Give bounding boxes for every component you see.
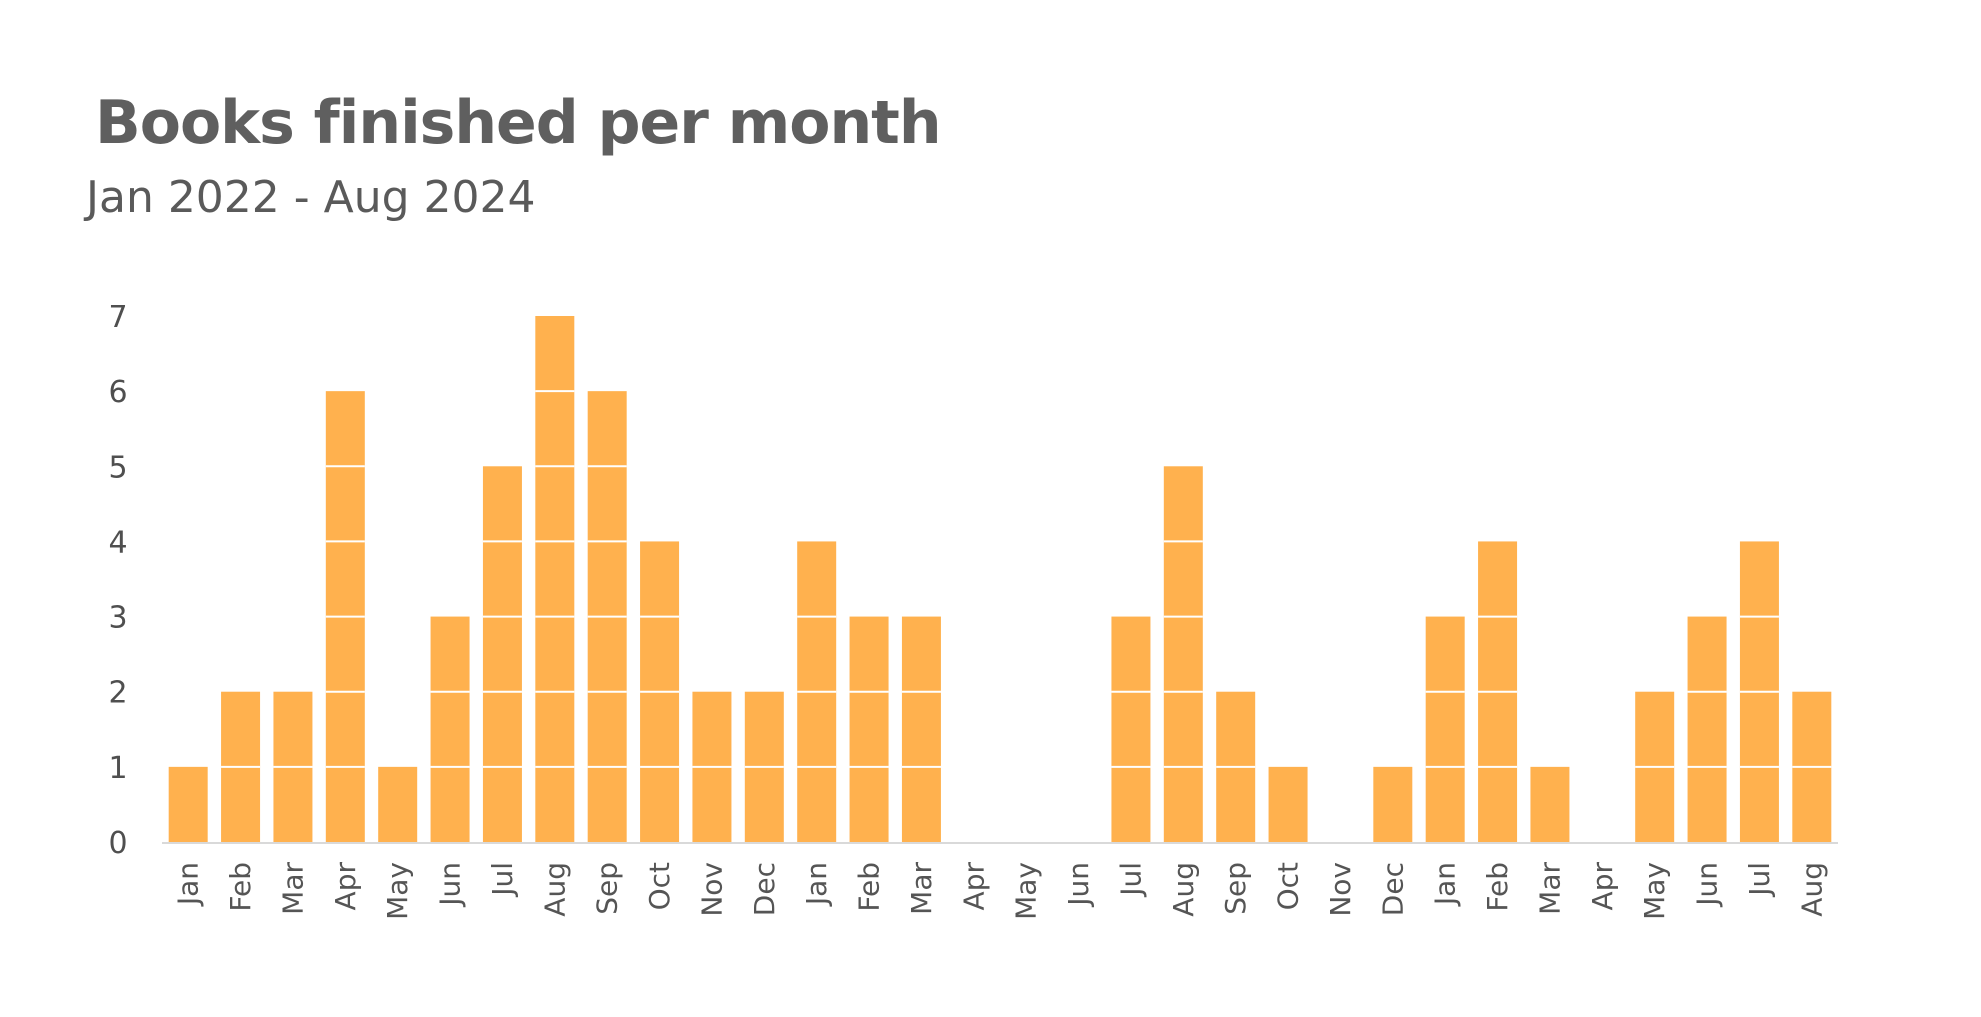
x-tick-label: Jul xyxy=(486,862,519,898)
x-tick-label: Aug xyxy=(1795,862,1828,917)
x-tick-label: Jun xyxy=(434,862,467,908)
chart-title: Books finished per month xyxy=(95,88,942,158)
y-tick-label: 2 xyxy=(108,676,127,711)
y-tick-label: 4 xyxy=(108,525,127,560)
x-tick-label: Apr xyxy=(1586,862,1619,911)
x-tick-label: Aug xyxy=(1167,862,1200,917)
x-tick-label: Mar xyxy=(1533,862,1566,915)
x-tick-label: Mar xyxy=(905,862,938,915)
y-tick-label: 5 xyxy=(108,450,127,485)
x-tick-label: May xyxy=(1010,862,1043,920)
x-tick-label: Nov xyxy=(695,862,728,917)
x-tick-label: Oct xyxy=(1272,862,1305,910)
y-tick-label: 3 xyxy=(108,601,127,636)
bar xyxy=(168,766,208,842)
bar xyxy=(1268,766,1308,842)
x-tick-label: Oct xyxy=(643,862,676,910)
x-tick-label: Feb xyxy=(1481,862,1514,912)
bar xyxy=(1111,616,1151,842)
y-tick-label: 1 xyxy=(108,751,127,786)
chart-subtitle: Jan 2022 - Aug 2024 xyxy=(86,172,536,223)
bar xyxy=(430,616,470,842)
y-axis: 0 1 2 3 4 5 6 7 xyxy=(108,300,127,861)
x-axis: Jan Feb Mar Apr May Jun Jul Aug Sep Oct Nov Dec Jan F… xyxy=(172,862,1829,920)
x-tick-label: Feb xyxy=(224,862,257,912)
x-tick-label: Nov xyxy=(1324,862,1357,917)
x-tick-label: Aug xyxy=(538,862,571,917)
bar xyxy=(482,466,522,842)
bar xyxy=(849,616,889,842)
y-tick-label: 0 xyxy=(108,826,127,861)
x-tick-label: Mar xyxy=(276,862,309,915)
bar xyxy=(1530,766,1570,842)
x-tick-label: Jan xyxy=(1429,862,1462,907)
bar xyxy=(901,616,941,842)
x-tick-label: Apr xyxy=(329,862,362,911)
x-tick-label: Dec xyxy=(748,862,781,916)
x-tick-label: Apr xyxy=(957,862,990,911)
x-tick-label: Jul xyxy=(1114,862,1147,898)
x-tick-label: Feb xyxy=(853,862,886,912)
x-tick-label: Jun xyxy=(1062,862,1095,908)
x-tick-label: Sep xyxy=(591,862,624,915)
x-tick-label: Jan xyxy=(172,862,205,907)
x-tick-label: May xyxy=(1638,862,1671,920)
bar xyxy=(1373,766,1413,842)
bar xyxy=(1425,616,1465,842)
bars xyxy=(168,316,1832,842)
y-tick-label: 6 xyxy=(108,375,127,410)
x-tick-label: Jan xyxy=(800,862,833,907)
x-tick-label: May xyxy=(381,862,414,920)
bar xyxy=(535,316,575,842)
bar xyxy=(1687,616,1727,842)
x-tick-label: Dec xyxy=(1376,862,1409,916)
x-tick-label: Sep xyxy=(1219,862,1252,915)
bar xyxy=(378,766,418,842)
x-tick-label: Jun xyxy=(1691,862,1724,908)
x-tick-label: Jul xyxy=(1743,862,1776,898)
bar xyxy=(1163,466,1203,842)
y-tick-label: 7 xyxy=(108,300,127,335)
